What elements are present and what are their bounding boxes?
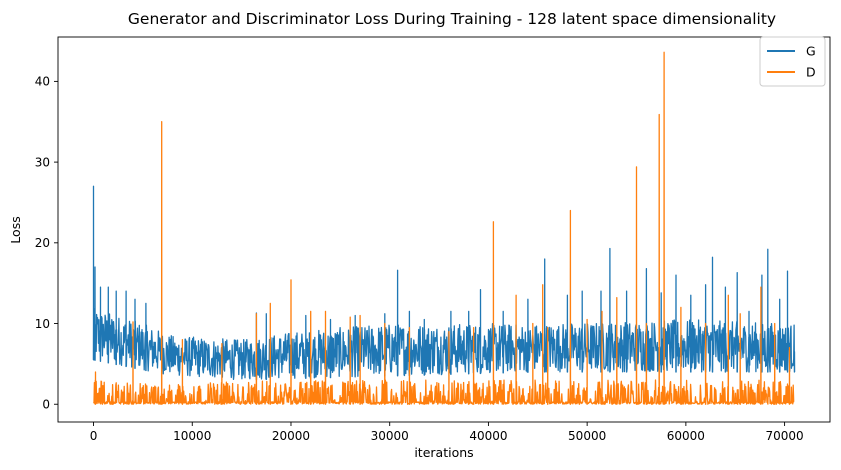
x-tick-label: 60000 xyxy=(667,429,705,443)
x-tick-label: 10000 xyxy=(173,429,211,443)
x-tick-label: 20000 xyxy=(272,429,310,443)
plot-frame xyxy=(57,36,831,423)
x-tick-label: 0 xyxy=(90,429,98,443)
x-axis-label: iterations xyxy=(414,445,473,460)
y-tick-label: 40 xyxy=(35,75,50,89)
y-axis-label: Loss xyxy=(8,216,23,243)
series-d-path xyxy=(92,51,795,405)
series-d-line xyxy=(92,51,795,405)
y-axis: 0 10 20 30 40 xyxy=(35,75,58,412)
x-tick-label: 70000 xyxy=(765,429,803,443)
y-tick-label: 0 xyxy=(42,398,50,412)
chart-title: Generator and Discriminator Loss During … xyxy=(128,10,776,28)
legend-label-g: G xyxy=(806,44,816,59)
legend-box xyxy=(759,36,826,87)
x-axis: 0 10000 20000 30000 40000 50000 60000 70000 xyxy=(90,422,804,443)
series-g-line xyxy=(92,185,796,381)
y-tick-label: 30 xyxy=(35,155,50,169)
legend: G D xyxy=(759,36,826,87)
series-g-path xyxy=(92,185,796,381)
x-tick-label: 30000 xyxy=(371,429,409,443)
plot-area xyxy=(92,51,796,405)
y-tick-label: 10 xyxy=(35,317,50,331)
legend-label-d: D xyxy=(806,65,816,80)
x-tick-label: 40000 xyxy=(469,429,507,443)
y-tick-label: 20 xyxy=(35,236,50,250)
x-tick-label: 50000 xyxy=(568,429,606,443)
